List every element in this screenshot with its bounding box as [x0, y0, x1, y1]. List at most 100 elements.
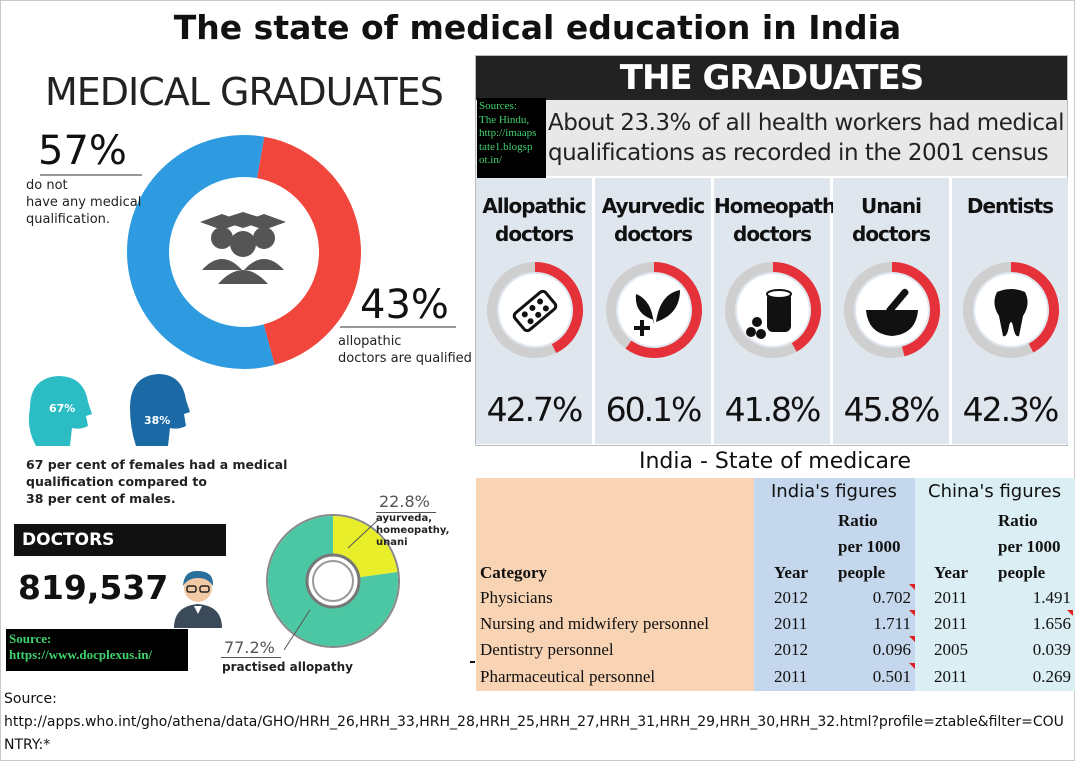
- no-qualification-percentage: 57%: [38, 128, 127, 174]
- graduates-category-label: Dentists: [966, 194, 1054, 218]
- doctors-label: DOCTORS: [14, 524, 226, 556]
- graduates-value: 41.8%: [724, 390, 822, 429]
- category-cell: Nursing and midwifery personnel: [480, 614, 709, 633]
- allopathy-caption: practised allopathy: [222, 660, 353, 674]
- category-column-bg: [476, 478, 754, 691]
- china-year-cell: 2005: [934, 640, 968, 659]
- graduates-gauge: [844, 262, 940, 358]
- cell-comment-marker[interactable]: [1067, 610, 1073, 616]
- male-head-icon: [130, 374, 190, 446]
- gender-caption: 67 per cent of females had a medical qua…: [26, 457, 288, 506]
- graduates-category-label: Ayurvedic doctors: [601, 194, 706, 246]
- female-head-icon: [28, 376, 92, 446]
- male-percentage: 38%: [144, 414, 171, 427]
- allopathy-slice: [268, 516, 398, 646]
- page-title: The state of medical education in India: [173, 8, 902, 47]
- no-qualification-underline: [40, 174, 142, 176]
- no-qualification-slice: [127, 135, 275, 369]
- graduates-column-1: Allopathic doctors 42.7%: [476, 178, 593, 444]
- medicare-table-title: India - State of medicare: [638, 449, 912, 474]
- india-year-cell: 2011: [774, 614, 808, 633]
- india-year-cell: 2011: [774, 667, 808, 686]
- pill-pack-icon: [512, 289, 558, 333]
- doctor-avatar-icon: [174, 570, 222, 628]
- category-header: Category: [480, 563, 548, 582]
- gauge-fill: [534, 262, 583, 354]
- gauge-center: [618, 274, 690, 346]
- india-ratio-cell: 0.702: [872, 588, 911, 607]
- graduates-value: 42.7%: [486, 390, 584, 429]
- china-ratio-cell: 1.491: [1032, 588, 1071, 607]
- graduates-subtitle: About 23.3% of all health workers had me…: [548, 110, 1064, 166]
- allopathic-slice: [256, 136, 361, 365]
- graduates-icon: [200, 212, 286, 284]
- mortar-pestle-icon: [866, 288, 918, 336]
- who-source-link[interactable]: http://apps.who.int/gho/athena/data/GHO/…: [4, 714, 1064, 753]
- graduates-value: 60.1%: [605, 390, 703, 429]
- allopathic-caption: allopathic doctors are qualified: [338, 334, 472, 366]
- china-ratio-cell: 0.269: [1032, 667, 1071, 686]
- graduates-column-5: Dentists 42.3%: [952, 178, 1069, 444]
- ayurveda-caption: ayurveda, homeopathy, unani: [376, 513, 450, 548]
- gauge-fill: [891, 262, 940, 357]
- india-year-cell: 2012: [774, 640, 808, 659]
- tooth-icon: [994, 289, 1028, 337]
- medicine-bottle-icon: [746, 289, 792, 339]
- india-year-cell: 2012: [774, 588, 808, 607]
- graduates-column-2: Ayurvedic doctors 60.1%: [595, 178, 712, 444]
- allopathic-percentage: 43%: [360, 282, 449, 328]
- graduates-gauge: [487, 262, 583, 358]
- india-year-header: Year: [774, 563, 808, 582]
- graduates-value: 45.8%: [843, 390, 941, 429]
- ayurveda-percentage: 22.8%: [379, 492, 430, 511]
- medical-graduates-donut-chart: [127, 135, 361, 369]
- ring-callout-lines: [283, 519, 379, 651]
- doctors-ring-chart: [266, 514, 400, 648]
- doctors-count: 819,537: [18, 568, 169, 607]
- china-year-header: Year: [934, 563, 968, 582]
- india-column-bg: [754, 478, 915, 691]
- graduates-category-label: Unani doctors: [852, 194, 931, 246]
- ring-center-inner: [312, 560, 354, 602]
- graduates-gauge: [963, 262, 1059, 358]
- cell-comment-marker[interactable]: [909, 610, 915, 616]
- category-cell: Pharmaceutical personnel: [480, 667, 656, 686]
- china-year-cell: 2011: [934, 667, 968, 686]
- china-year-cell: 2011: [934, 588, 968, 607]
- china-ratio-cell: 0.039: [1032, 640, 1071, 659]
- graduates-column-3: Homeopathy doctors 41.8%: [714, 178, 848, 444]
- graduates-gauge: [606, 262, 702, 358]
- china-ratio-header: Ratio per 1000 people: [998, 511, 1061, 582]
- cell-comment-marker[interactable]: [909, 636, 915, 642]
- no-qualification-caption: do not have any medical qualification.: [26, 178, 142, 227]
- china-group-header: China's figures: [928, 481, 1062, 502]
- ayurveda-underline: [376, 512, 436, 513]
- table-dash: [470, 661, 475, 663]
- china-column-bg: [915, 478, 1075, 691]
- graduates-subtitle-band: [476, 100, 1067, 176]
- india-ratio-cell: 0.501: [872, 667, 911, 686]
- medical-graduates-heading: MEDICAL GRADUATES: [45, 70, 444, 114]
- india-group-header: India's figures: [771, 481, 897, 502]
- graduates-header: THE GRADUATES: [476, 56, 1067, 100]
- graduates-category-label: Homeopathy doctors: [714, 194, 848, 246]
- graduates-source[interactable]: Sources: The Hindu, http://imaaps tate1.…: [477, 98, 546, 183]
- category-cell: Dentistry personnel: [480, 640, 614, 659]
- allopathic-underline: [340, 326, 456, 328]
- india-ratio-cell: 0.096: [872, 640, 911, 659]
- footer-source: Source: http://apps.who.int/gho/athena/d…: [4, 688, 1070, 757]
- graduates-category-label: Allopathic doctors: [482, 194, 586, 246]
- graduates-gauge: [725, 262, 821, 358]
- graduates-value: 42.3%: [962, 390, 1060, 429]
- india-ratio-cell: 1.711: [873, 614, 911, 633]
- allopathy-underline: [221, 657, 281, 658]
- docplexus-source[interactable]: Source: https://www.docplexus.in/: [6, 629, 188, 671]
- cell-comment-marker[interactable]: [909, 584, 915, 590]
- herb-plus-icon: [634, 290, 680, 336]
- category-cell: Physicians: [480, 588, 553, 607]
- female-percentage: 67%: [49, 402, 76, 415]
- india-ratio-header: Ratio per 1000 people: [838, 511, 901, 582]
- ayurveda-slice: [331, 516, 398, 579]
- graduates-panel: THE GRADUATES About 23.3% of all health …: [475, 55, 1069, 446]
- cell-comment-marker[interactable]: [909, 663, 915, 669]
